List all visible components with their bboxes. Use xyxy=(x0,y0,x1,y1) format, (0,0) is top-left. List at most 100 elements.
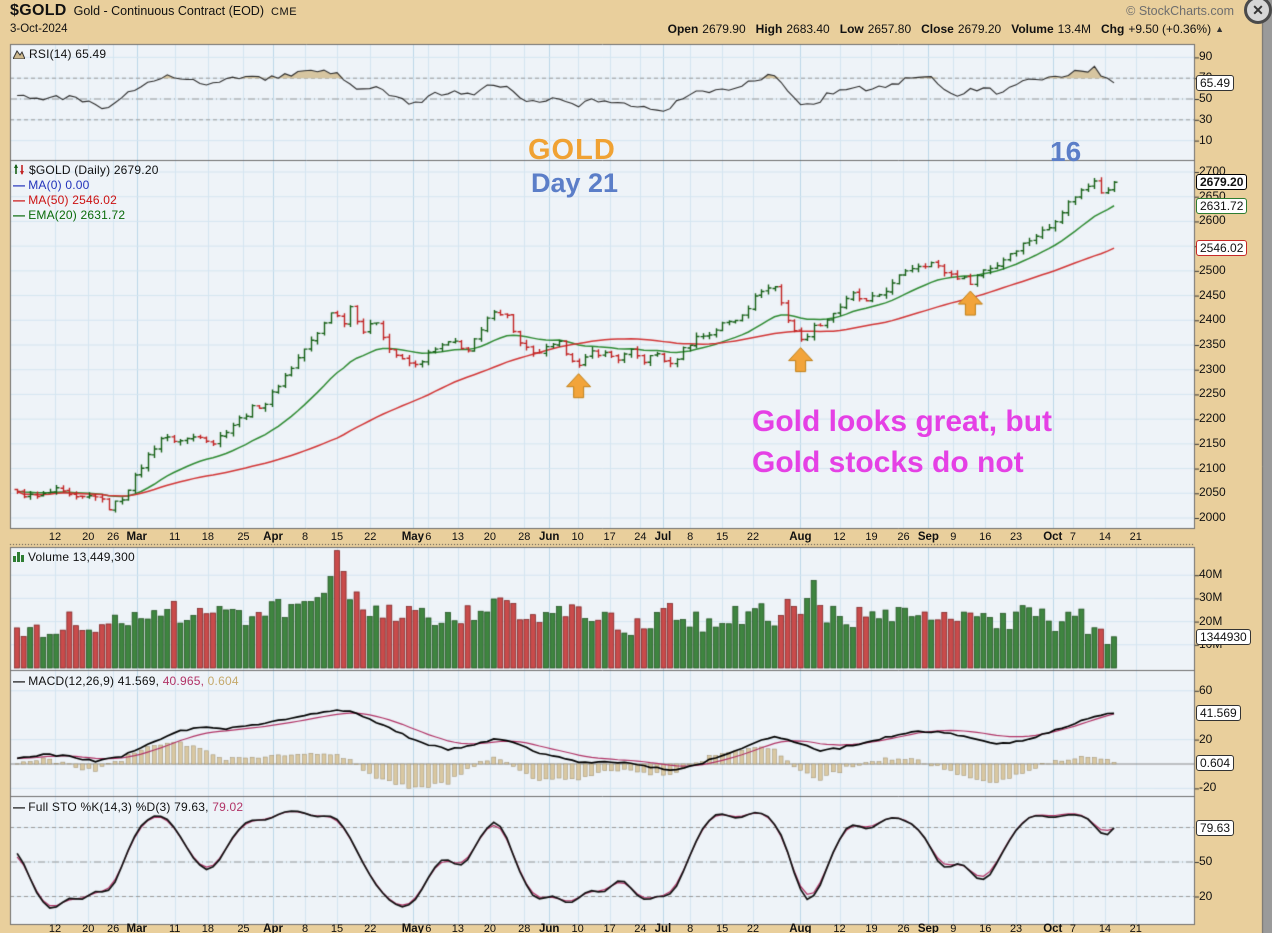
y-tick: 2400 xyxy=(1199,312,1226,327)
close-icon: ✕ xyxy=(1252,2,1264,18)
x-tick: 20 xyxy=(82,923,95,933)
x-tick: 8 xyxy=(687,923,694,933)
x-tick: 6 xyxy=(425,923,432,933)
macd-signal-value: 40.965, xyxy=(162,674,205,688)
x-tick: 15 xyxy=(716,531,729,543)
x-tick: 23 xyxy=(1009,531,1023,543)
price-chart-icon xyxy=(13,164,25,179)
x-tick: 9 xyxy=(950,923,957,933)
x-tick: Apr xyxy=(263,531,283,543)
quote-label-open: Open xyxy=(667,22,699,36)
x-tick: 20 xyxy=(483,923,497,933)
sto-label: Full STO %K(14,3) %D(3) 79.63, xyxy=(28,800,209,814)
ma50-label: MA(50) 2546.02 xyxy=(28,193,118,207)
copyright: © StockCharts.com xyxy=(1126,4,1234,18)
x-tick: 21 xyxy=(1129,923,1142,933)
volume-icon xyxy=(13,551,24,565)
macd-label: MACD(12,26,9) 41.569, xyxy=(28,674,160,688)
y-tick: 2300 xyxy=(1199,361,1226,376)
x-tick: 18 xyxy=(201,923,215,933)
x-tick: 19 xyxy=(865,531,878,543)
ma0-legend: — MA(0) 0.00 xyxy=(13,178,159,193)
x-tick: 16 xyxy=(979,923,992,933)
chart-header: $GOLD Gold - Continuous Contract (EOD) CME xyxy=(10,2,297,20)
x-tick: Jun xyxy=(538,923,560,933)
x-tick: 22 xyxy=(746,923,760,933)
rsi-label: RSI(14) 65.49 xyxy=(29,47,107,61)
axis-callout: 65.49 xyxy=(1196,74,1235,91)
x-tick: Jul xyxy=(654,923,672,933)
x-tick: Mar xyxy=(126,923,148,933)
x-tick: 28 xyxy=(518,531,531,543)
x-tick: 22 xyxy=(364,923,377,933)
ma50-swatch: — xyxy=(13,193,26,207)
y-tick: 2050 xyxy=(1199,485,1226,500)
x-tick: 13 xyxy=(451,923,465,933)
x-tick: 9 xyxy=(950,531,957,543)
x-tick: 26 xyxy=(106,923,120,933)
chart-date: 3-Oct-2024 xyxy=(10,23,68,35)
y-tick: 20 xyxy=(1199,731,1213,746)
quote-value-open: 2679.90 xyxy=(702,22,746,36)
x-tick: 10 xyxy=(571,531,584,543)
x-tick: 20 xyxy=(483,531,497,543)
y-tick: 2150 xyxy=(1199,435,1226,450)
price-legend-title-row: $GOLD (Daily) 2679.20 xyxy=(13,163,159,178)
rsi-legend: RSI(14) 65.49 xyxy=(12,47,107,62)
y-tick: 2600 xyxy=(1199,213,1226,228)
x-tick: 17 xyxy=(603,923,616,933)
x-tick: 19 xyxy=(865,923,878,933)
quote-value-volume: 13.4M xyxy=(1057,22,1092,36)
x-tick: 25 xyxy=(237,923,250,933)
x-tick: Sep xyxy=(917,923,939,933)
x-tick: 10 xyxy=(571,923,584,933)
sto-d-value: 79.02 xyxy=(212,800,244,814)
ma0-label: MA(0) 0.00 xyxy=(28,178,90,192)
rsi-icon xyxy=(12,48,26,62)
axis-callout: 0.604 xyxy=(1196,755,1235,772)
annotation-note-line1: Gold looks great, but xyxy=(752,405,1053,438)
x-tick: Sep xyxy=(917,531,939,543)
macd-icon: — xyxy=(13,674,26,688)
symbol: $GOLD xyxy=(10,2,67,19)
axis-callout: 2679.20 xyxy=(1196,174,1248,191)
volume-legend: Volume 13,449,300 xyxy=(13,550,135,565)
x-tick: 14 xyxy=(1098,923,1112,933)
ema20-legend: — EMA(20) 2631.72 xyxy=(13,208,159,223)
x-tick: 7 xyxy=(1069,923,1076,933)
x-tick: 15 xyxy=(716,923,729,933)
x-tick: 11 xyxy=(168,531,181,543)
axis-callout: 2631.72 xyxy=(1196,197,1248,214)
x-tick: Jun xyxy=(538,531,560,543)
quote-label-close: Close xyxy=(921,22,954,36)
annotation-note-line2: Gold stocks do not xyxy=(752,446,1024,479)
x-tick: 12 xyxy=(833,531,846,543)
x-tick: 18 xyxy=(201,531,215,543)
close-button[interactable]: ✕ xyxy=(1244,0,1272,24)
x-tick: 12 xyxy=(48,923,62,933)
x-tick: 15 xyxy=(330,531,344,543)
x-tick: 6 xyxy=(425,531,432,543)
y-tick: 2500 xyxy=(1199,262,1226,277)
x-tick: 13 xyxy=(451,531,465,543)
ema20-label: EMA(20) 2631.72 xyxy=(28,208,126,222)
x-tick: Aug xyxy=(789,531,812,543)
y-tick: 2450 xyxy=(1199,287,1226,302)
x-tick: 11 xyxy=(168,923,181,933)
y-tick: 20M xyxy=(1199,613,1223,628)
annotation-16: 16 xyxy=(1050,136,1082,167)
quote-value-high: 2683.40 xyxy=(786,22,830,36)
y-tick: 40M xyxy=(1199,567,1223,582)
price-legend: $GOLD (Daily) 2679.20 — MA(0) 0.00 — MA(50… xyxy=(13,163,159,223)
quote-label-volume: Volume xyxy=(1011,22,1054,36)
quote-label-high: High xyxy=(755,22,783,36)
y-tick: 10 xyxy=(1199,132,1213,147)
quote-label-low: Low xyxy=(839,22,864,36)
y-tick: 2100 xyxy=(1199,460,1226,475)
y-tick: 20 xyxy=(1199,888,1213,903)
x-tick: 26 xyxy=(106,531,120,543)
x-tick: 24 xyxy=(634,531,647,543)
y-tick: 2350 xyxy=(1199,337,1226,351)
